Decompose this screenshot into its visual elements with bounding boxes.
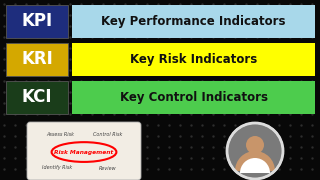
Circle shape <box>227 123 283 179</box>
Text: Key Performance Indicators: Key Performance Indicators <box>101 15 286 28</box>
Text: Identify Risk: Identify Risk <box>42 165 72 170</box>
Bar <box>6 43 68 76</box>
Text: Control Risk: Control Risk <box>93 132 123 136</box>
Text: Assess Risk: Assess Risk <box>46 132 74 136</box>
Bar <box>6 5 68 38</box>
Bar <box>72 5 315 38</box>
Wedge shape <box>235 151 275 171</box>
FancyBboxPatch shape <box>27 122 141 180</box>
Text: Risk Management: Risk Management <box>54 150 114 155</box>
Text: KCI: KCI <box>22 89 52 107</box>
Text: Key Risk Indicators: Key Risk Indicators <box>130 53 257 66</box>
Bar <box>72 43 315 76</box>
Wedge shape <box>240 158 270 173</box>
Circle shape <box>246 136 264 154</box>
Bar <box>72 81 315 114</box>
Text: KRI: KRI <box>21 51 53 69</box>
Bar <box>6 81 68 114</box>
Text: Review: Review <box>99 165 116 170</box>
Text: Key Control Indicators: Key Control Indicators <box>119 91 268 104</box>
Text: KPI: KPI <box>21 12 52 30</box>
